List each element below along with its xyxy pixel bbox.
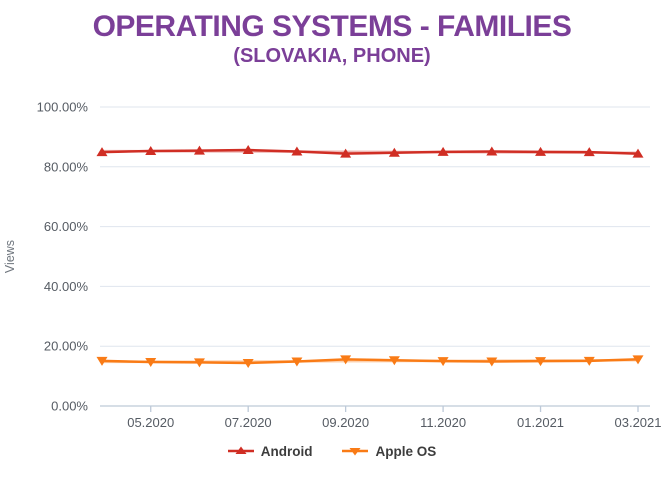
- y-axis-tick-label: 80.00%: [44, 159, 89, 174]
- legend-label-apple-os: Apple OS: [375, 443, 437, 459]
- data-point-marker[interactable]: [193, 358, 205, 368]
- page-subtitle: (SLOVAKIA, PHONE): [233, 45, 431, 67]
- y-axis-tick-label: 60.00%: [44, 219, 89, 234]
- data-point-marker[interactable]: [145, 145, 157, 155]
- data-point-marker[interactable]: [535, 146, 547, 156]
- line-chart-plot-area: 0.00% 20.00% 40.00% 60.00% 80.00% 100.00% 05.2…: [3, 100, 662, 431]
- data-point-marker[interactable]: [632, 355, 644, 365]
- data-point-marker[interactable]: [340, 148, 352, 158]
- legend-item-android[interactable]: Android: [227, 443, 313, 459]
- data-point-marker[interactable]: [437, 357, 449, 367]
- y-axis-tick-label: 40.00%: [44, 279, 89, 294]
- data-point-marker[interactable]: [437, 146, 449, 156]
- x-axis-tick-label: 09.2020: [322, 415, 369, 430]
- data-point-marker[interactable]: [583, 356, 595, 366]
- y-axis-tick-label: 0.00%: [51, 399, 88, 414]
- legend-label-android: Android: [260, 443, 313, 459]
- data-point-marker[interactable]: [193, 145, 205, 155]
- data-point-marker[interactable]: [486, 146, 498, 156]
- y-axis-tick-label: 20.00%: [44, 339, 89, 354]
- data-point-marker[interactable]: [535, 357, 547, 367]
- data-point-marker[interactable]: [340, 355, 352, 365]
- android-series-marker-icon: [227, 446, 254, 454]
- y-axis-tick-label: 100.00%: [37, 100, 89, 115]
- data-point-marker[interactable]: [242, 145, 254, 155]
- data-point-marker[interactable]: [145, 358, 157, 368]
- chart-legend: Android Apple OS: [0, 442, 664, 460]
- y-axis-title: Views: [3, 240, 17, 273]
- x-axis-tick-label: 05.2020: [127, 415, 174, 430]
- x-axis-tick-label: 01.2021: [517, 415, 564, 430]
- series-line: [101, 358, 639, 365]
- data-point-marker[interactable]: [388, 356, 400, 366]
- page-title: OPERATING SYSTEMS - FAMILIES: [92, 10, 572, 43]
- series-line: [101, 148, 639, 155]
- data-point-marker[interactable]: [388, 147, 400, 157]
- apple-os-series-marker-icon: [342, 448, 369, 456]
- data-point-marker[interactable]: [96, 147, 108, 157]
- data-point-marker[interactable]: [291, 357, 303, 367]
- x-axis-tick-label: 03.2021: [615, 415, 662, 430]
- legend-item-apple-os[interactable]: Apple OS: [342, 444, 436, 459]
- data-point-marker[interactable]: [632, 148, 644, 158]
- data-point-marker[interactable]: [242, 358, 254, 368]
- data-point-marker[interactable]: [291, 146, 303, 156]
- data-point-marker[interactable]: [486, 357, 498, 367]
- data-point-marker[interactable]: [583, 147, 595, 157]
- x-axis-tick-label: 07.2020: [225, 415, 272, 430]
- x-axis-tick-label: 11.2020: [420, 415, 466, 430]
- data-point-marker[interactable]: [96, 356, 108, 366]
